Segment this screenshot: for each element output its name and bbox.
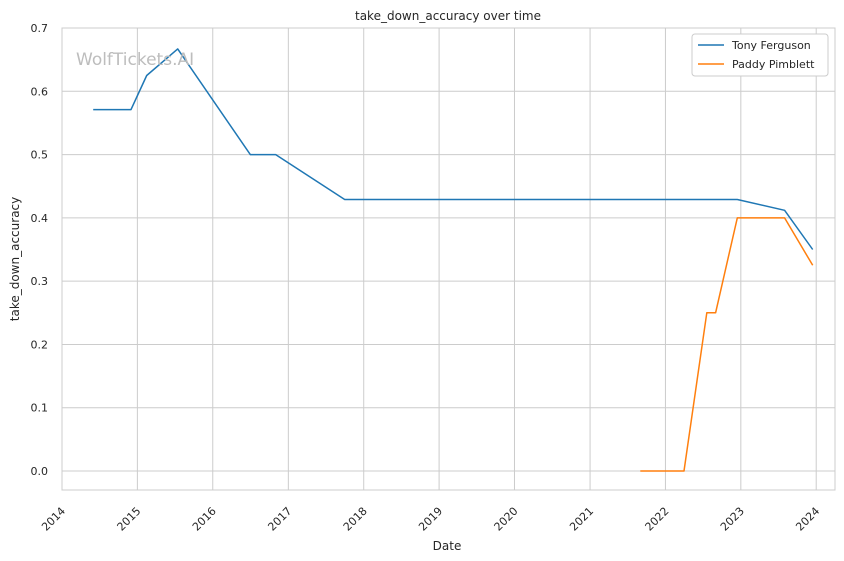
y-tick-label: 0.6 xyxy=(31,85,49,98)
y-tick-label: 0.5 xyxy=(31,149,49,162)
x-tick-label: 2022 xyxy=(643,505,672,534)
x-axis-ticks: 2014 2015 2016 2017 2018 2019 2020 2021 2022 2023… xyxy=(39,505,822,534)
x-tick-label: 2024 xyxy=(793,505,822,534)
x-tick-label: 2021 xyxy=(567,505,596,534)
y-axis-label: take_down_accuracy xyxy=(8,197,22,321)
x-tick-label: 2023 xyxy=(718,505,747,534)
y-tick-label: 0.1 xyxy=(31,402,49,415)
y-tick-label: 0.0 xyxy=(31,465,49,478)
y-tick-label: 0.4 xyxy=(31,212,49,225)
x-axis-label: Date xyxy=(433,539,462,553)
y-tick-label: 0.3 xyxy=(31,275,49,288)
legend: Tony Ferguson Paddy Pimblett xyxy=(691,33,829,77)
x-tick-label: 2017 xyxy=(265,505,294,534)
legend-label-paddy-pimblett: Paddy Pimblett xyxy=(732,58,815,71)
x-tick-label: 2015 xyxy=(115,505,144,534)
watermark: WolfTickets.AI xyxy=(76,50,194,70)
x-tick-label: 2018 xyxy=(341,505,370,534)
x-tick-label: 2014 xyxy=(39,505,68,534)
x-tick-label: 2020 xyxy=(492,505,521,534)
y-tick-label: 0.7 xyxy=(31,22,49,35)
legend-label-tony-ferguson: Tony Ferguson xyxy=(731,39,811,52)
legend-box xyxy=(691,33,829,77)
series-line-paddy-pimblett xyxy=(640,217,814,472)
x-tick-label: 2019 xyxy=(416,505,445,534)
y-axis-ticks: 0.0 0.1 0.2 0.3 0.4 0.5 0.6 0.7 xyxy=(31,22,49,478)
x-tick-label: 2016 xyxy=(190,505,219,534)
series-line-tony-ferguson xyxy=(93,48,814,250)
series-lines xyxy=(93,48,814,472)
chart-title: take_down_accuracy over time xyxy=(355,9,541,23)
y-tick-label: 0.2 xyxy=(31,338,49,351)
grid-lines xyxy=(61,27,835,490)
plot-area xyxy=(61,27,836,491)
